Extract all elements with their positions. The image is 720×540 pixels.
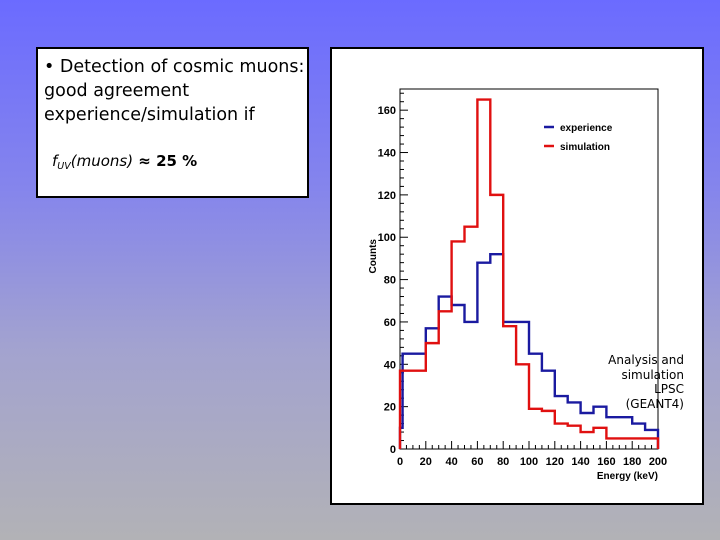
- legend-label-simulation: simulation: [560, 142, 610, 153]
- x-axis-title: Energy (keV): [597, 471, 658, 482]
- x-tick-label: 120: [546, 456, 564, 468]
- histogram-simulation: [398, 98, 660, 449]
- formula-muons: (muons): [70, 152, 134, 170]
- x-tick-label: 180: [623, 456, 641, 468]
- x-tick-label: 20: [420, 456, 432, 468]
- x-tick-label: 60: [471, 456, 483, 468]
- x-tick-label: 160: [597, 456, 615, 468]
- y-tick-label: 100: [378, 232, 396, 244]
- bullet-text-box: • Detection of cosmic muons: good agreem…: [36, 47, 309, 198]
- x-tick-label: 200: [649, 456, 667, 468]
- formula-value: ≈ 25 %: [133, 152, 198, 170]
- bullet-text: • Detection of cosmic muons: good agreem…: [44, 57, 305, 125]
- y-tick-label: 160: [378, 105, 396, 117]
- formula-subscript: UV: [57, 161, 71, 172]
- x-tick-label: 80: [497, 456, 509, 468]
- y-tick-label: 120: [378, 190, 396, 202]
- formula-f: f: [52, 152, 58, 170]
- x-tick-label: 140: [571, 456, 589, 468]
- x-tick-label: 100: [520, 456, 538, 468]
- y-tick-label: 40: [384, 359, 396, 371]
- y-tick-label: 20: [384, 402, 396, 414]
- energy-histogram: 0 20 40 60 80 100 120 140 160 0 20 40 60 80 100 120 140 1…: [368, 88, 667, 482]
- histogram-experience: [398, 252, 660, 449]
- chart-panel: 0 20 40 60 80 100 120 140 160 0 20 40 60 80 100 120 140 1…: [330, 47, 704, 505]
- analysis-annotation: Analysis and simulation LPSC (GEANT4): [608, 353, 684, 411]
- legend-label-experience: experience: [560, 123, 613, 134]
- y-tick-label: 60: [384, 317, 396, 329]
- y-tick-label: 80: [384, 275, 396, 287]
- x-tick-label: 0: [397, 456, 403, 468]
- x-tick-label: 40: [445, 456, 457, 468]
- y-axis-title: Counts: [368, 239, 379, 274]
- y-tick-label: 0: [390, 444, 396, 456]
- uv-fraction-formula: fUV(muons) ≈ 25 %: [52, 152, 197, 172]
- y-tick-label: 140: [378, 148, 396, 160]
